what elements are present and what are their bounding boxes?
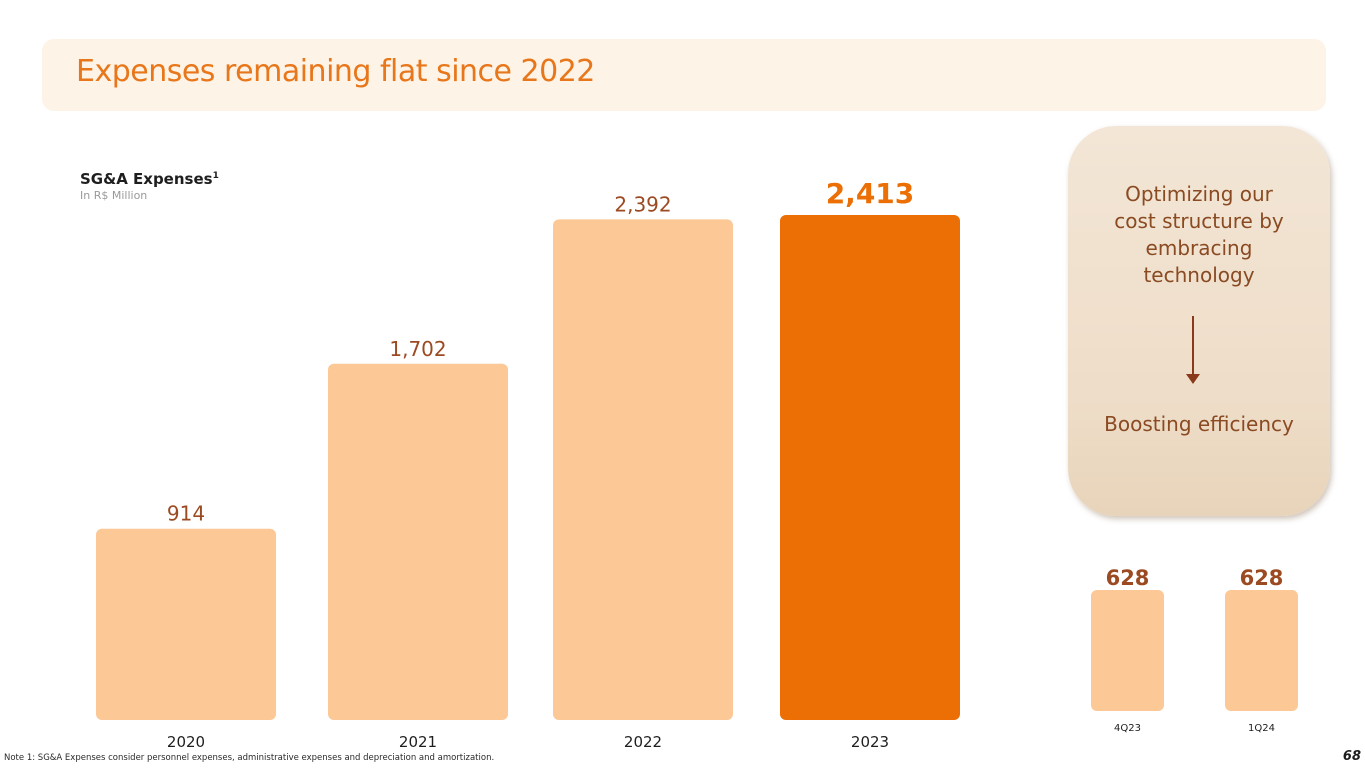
chart-subtitle: SG&A Expenses1 In R$ Million	[80, 170, 219, 202]
page-title: Expenses remaining flat since 2022	[76, 54, 595, 89]
callout-bottom-text: Boosting efficiency	[1104, 412, 1294, 436]
chart-title-text: SG&A Expenses	[80, 170, 213, 188]
value-label-2023: 2,413	[826, 177, 915, 210]
value-label-2020: 914	[167, 502, 205, 526]
value-label-2022: 2,392	[614, 192, 671, 216]
bar-2021	[328, 363, 508, 720]
value-label-2021: 1,702	[389, 337, 446, 361]
category-label-1Q24: 1Q24	[1248, 723, 1275, 734]
callout-top-text: Optimizing our cost structure by embraci…	[1114, 182, 1284, 287]
arrow-down-icon	[1186, 316, 1200, 384]
category-label-2021: 2021	[399, 733, 437, 751]
category-label-2023: 2023	[851, 733, 889, 751]
bar-4Q23	[1091, 590, 1164, 711]
value-label-1Q24: 628	[1240, 566, 1284, 590]
page-number: 68	[1342, 749, 1361, 764]
bar-2023	[780, 215, 960, 720]
footnote: Note 1: SG&A Expenses consider personnel…	[4, 753, 495, 763]
value-label-4Q23: 628	[1106, 566, 1150, 590]
category-label-4Q23: 4Q23	[1114, 723, 1141, 734]
bar-2022	[553, 219, 733, 720]
chart-title-footnote-marker: 1	[212, 171, 219, 181]
chart-unit: In R$ Million	[80, 189, 148, 202]
chart-title: SG&A Expenses1	[80, 170, 219, 188]
category-label-2022: 2022	[624, 733, 662, 751]
bar-1Q24	[1225, 590, 1298, 711]
title-banner: Expenses remaining flat since 2022	[42, 39, 1326, 111]
category-label-2020: 2020	[167, 733, 205, 751]
bar-2020	[96, 528, 276, 720]
efficiency-callout: Optimizing our cost structure by embraci…	[1068, 126, 1330, 516]
